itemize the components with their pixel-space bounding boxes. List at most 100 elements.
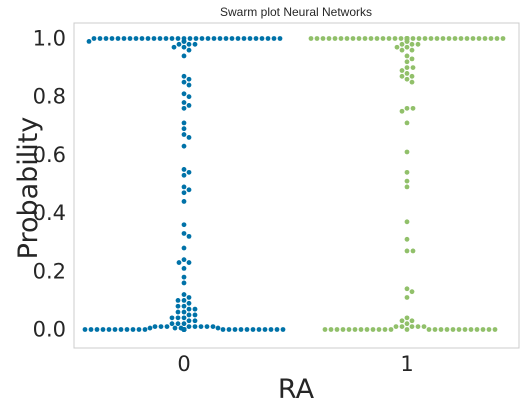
- swarm-point: [394, 44, 400, 50]
- swarm-point: [256, 327, 262, 332]
- swarm-point: [244, 327, 250, 332]
- swarm-point: [186, 306, 192, 312]
- swarm-point: [368, 36, 374, 41]
- swarm-point: [268, 327, 274, 332]
- swarm-point: [328, 327, 334, 332]
- swarm-point: [181, 132, 187, 137]
- swarm-point: [274, 327, 280, 332]
- swarm-point: [181, 309, 187, 315]
- swarm-point: [334, 327, 340, 332]
- swarm-point: [186, 233, 192, 239]
- x-tick-label: 0: [177, 352, 190, 376]
- swarm-point: [112, 327, 118, 332]
- swarm-point: [494, 36, 500, 41]
- swarm-point: [265, 36, 271, 41]
- swarm-point: [404, 76, 410, 82]
- swarm-point: [186, 76, 192, 82]
- swarm-point: [130, 327, 136, 332]
- swarm-point: [364, 327, 370, 332]
- swarm-point: [175, 315, 181, 321]
- swarm-point: [181, 265, 187, 271]
- swarm-point: [175, 36, 181, 41]
- swarm-point: [186, 318, 192, 324]
- swarm-point: [175, 309, 181, 315]
- swarm-point: [452, 36, 458, 41]
- swarm-point: [370, 327, 376, 332]
- swarm-point: [193, 36, 199, 41]
- swarm-point: [340, 327, 346, 332]
- swarm-point: [410, 248, 416, 254]
- swarm-point: [181, 327, 187, 332]
- swarm-point: [192, 312, 198, 318]
- swarm-point: [399, 73, 405, 79]
- swarm-point: [399, 41, 405, 47]
- swarm-point: [181, 274, 187, 280]
- swarm-point: [215, 325, 221, 331]
- swarm-point: [181, 73, 187, 79]
- swarm-point: [186, 312, 192, 318]
- swarm-point: [152, 324, 158, 329]
- swarm-point: [145, 36, 151, 41]
- swarm-point: [404, 178, 410, 184]
- swarm-point: [399, 324, 405, 329]
- swarm-point: [172, 325, 178, 331]
- swarm-point: [308, 36, 314, 41]
- swarm-point: [133, 36, 139, 41]
- swarm-point: [462, 327, 468, 332]
- swarm-point: [181, 199, 187, 204]
- swarm-point: [181, 100, 187, 105]
- swarm-point: [404, 53, 410, 59]
- swarm-point: [409, 47, 415, 53]
- swarm-point: [235, 36, 241, 41]
- swarm-point: [482, 36, 488, 41]
- swarm-point: [86, 39, 92, 44]
- swarm-point: [158, 324, 164, 329]
- swarm-point: [464, 36, 470, 41]
- swarm-point: [241, 36, 247, 41]
- swarm-point: [210, 324, 216, 329]
- swarm-point: [415, 324, 421, 329]
- swarm-point: [181, 321, 187, 327]
- x-tick-label: 1: [400, 352, 413, 376]
- swarm-point: [352, 327, 358, 332]
- swarm-point: [151, 36, 157, 41]
- swarm-point: [382, 327, 388, 332]
- swarm-point: [118, 327, 124, 332]
- swarm-point: [326, 36, 332, 41]
- swarm-point: [392, 36, 398, 41]
- swarm-point: [181, 79, 187, 85]
- swarm-point: [432, 327, 438, 332]
- swarm-point: [404, 315, 410, 321]
- swarm-point: [175, 321, 181, 327]
- swarm-point: [253, 36, 259, 41]
- swarm-point: [175, 303, 181, 309]
- swarm-point: [226, 327, 232, 332]
- swarm-point: [169, 321, 175, 327]
- swarm-point: [338, 36, 344, 41]
- swarm-point: [404, 321, 410, 327]
- swarm-point: [410, 105, 416, 111]
- swarm-point: [259, 36, 265, 41]
- swarm-point: [399, 108, 405, 114]
- swarm-point: [199, 36, 205, 41]
- y-tick-label: 1.0: [33, 27, 66, 51]
- swarm-point: [277, 36, 283, 41]
- swarm-point: [181, 315, 187, 321]
- swarm-point: [91, 36, 97, 41]
- swarm-point: [192, 324, 198, 329]
- swarm-point: [344, 36, 350, 41]
- points-layer: [82, 36, 506, 332]
- swarm-point: [404, 39, 410, 44]
- plot-area: [73, 22, 520, 349]
- swarm-point: [480, 327, 486, 332]
- swarm-point: [88, 327, 94, 332]
- swarm-point: [181, 105, 187, 111]
- swarm-point: [186, 41, 192, 47]
- swarm-point: [164, 324, 170, 329]
- swarm-point: [492, 327, 498, 332]
- swarm-point: [410, 36, 416, 41]
- swarm-point: [106, 327, 112, 332]
- swarm-point: [374, 36, 380, 41]
- y-tick-label: 0.8: [33, 85, 66, 109]
